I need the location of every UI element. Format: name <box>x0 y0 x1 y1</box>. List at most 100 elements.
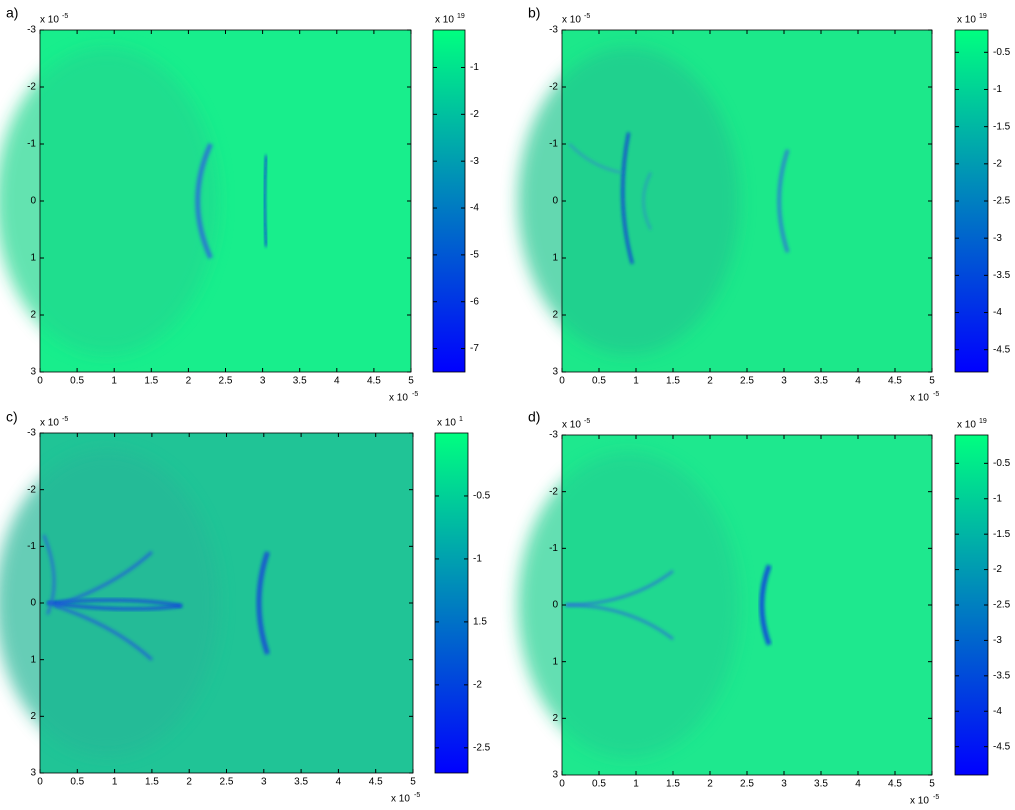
field-feature <box>54 604 153 661</box>
colorbar-tick-label: -2 <box>993 158 1002 169</box>
x-tick-label: 1.5 <box>145 777 159 788</box>
field-feature <box>565 603 674 640</box>
x-multiplier: x 10 <box>910 393 929 404</box>
colorbar <box>954 434 989 776</box>
y-tick-label: -3 <box>549 25 558 36</box>
x-tick-label: 1 <box>112 777 118 788</box>
x-multiplier-power: -5 <box>412 391 418 398</box>
x-multiplier-power: -5 <box>933 794 939 801</box>
x-tick-label: 4 <box>855 779 861 790</box>
y-tick-label: 1 <box>552 253 558 264</box>
colorbar-tick-label: -6 <box>470 296 479 307</box>
y-tick-label: -2 <box>549 82 558 93</box>
colorbar <box>434 432 469 774</box>
y-multiplier: x 10 <box>40 15 59 26</box>
y-tick-label: 3 <box>30 768 36 779</box>
colorbar-tick-label: -2.5 <box>993 600 1011 611</box>
y-tick-label: -2 <box>27 484 36 495</box>
field-feature <box>777 149 790 253</box>
colorbar-tick-label: -0.5 <box>993 47 1011 58</box>
colorbar-tick-label: -0.5 <box>993 458 1011 469</box>
x-tick-label: 2 <box>186 376 192 387</box>
x-tick-label: 2.5 <box>219 376 233 387</box>
field-shade <box>517 47 740 355</box>
colorbar-tick-label: -2 <box>470 109 479 120</box>
y-tick-label: 2 <box>552 310 558 321</box>
y-tick-label: 0 <box>30 598 36 609</box>
y-tick-label: 0 <box>552 196 558 207</box>
x-tick-label: 0 <box>559 779 565 790</box>
colorbar-tick-label: -1.5 <box>993 121 1011 132</box>
x-tick-label: 3.5 <box>294 777 308 788</box>
y-tick-label: -1 <box>549 543 558 554</box>
x-tick-label: 0.5 <box>70 777 84 788</box>
x-tick-label: 5 <box>410 777 416 788</box>
y-tick-label: 2 <box>30 310 36 321</box>
y-tick-label: -2 <box>549 486 558 497</box>
y-multiplier: x 10 <box>562 420 581 431</box>
x-tick-label: 4 <box>855 376 861 387</box>
x-tick-label: 5 <box>929 376 935 387</box>
y-multiplier-power: -5 <box>62 13 68 20</box>
x-tick-label: 2.5 <box>220 777 234 788</box>
panel-label: b) <box>528 5 540 21</box>
colorbar-tick-label: -3.5 <box>993 670 1011 681</box>
y-tick-label: -3 <box>549 430 558 441</box>
field-feature <box>47 601 182 611</box>
colorbar-multiplier: x 10 <box>957 420 976 431</box>
x-multiplier: x 10 <box>391 794 410 805</box>
y-tick-label: 1 <box>30 654 36 665</box>
x-tick-label: 1 <box>633 376 639 387</box>
colorbar-multiplier-power: 1 <box>459 416 463 423</box>
x-multiplier: x 10 <box>910 796 929 807</box>
colorbar-tick-label: -1 <box>473 554 482 565</box>
x-tick-label: 2 <box>707 376 713 387</box>
colorbar-tick-label: 1.5 <box>473 617 487 628</box>
colorbar-multiplier: x 10 <box>957 15 976 26</box>
x-tick-label: 5 <box>408 376 414 387</box>
y-multiplier-power: -5 <box>584 13 590 20</box>
y-tick-label: 2 <box>552 713 558 724</box>
colorbar-tick-label: -7 <box>470 343 479 354</box>
x-tick-label: 4.5 <box>369 777 383 788</box>
colorbar-tick-label: -2.5 <box>473 742 491 753</box>
y-tick-label: 2 <box>30 711 36 722</box>
x-tick-label: 0.5 <box>70 376 84 387</box>
y-tick-label: 1 <box>552 656 558 667</box>
x-tick-label: 3 <box>781 376 787 387</box>
x-tick-label: 3 <box>260 376 266 387</box>
colorbar-tick-label: -0.5 <box>473 491 491 502</box>
colorbar-tick-label: -3.5 <box>993 270 1011 281</box>
colorbar <box>954 29 989 373</box>
x-tick-label: 2 <box>707 779 713 790</box>
colorbar-tick-label: -3 <box>993 233 1002 244</box>
y-tick-label: 1 <box>30 253 36 264</box>
field-feature <box>54 550 153 608</box>
x-tick-label: 4.5 <box>367 376 381 387</box>
field-feature <box>568 143 622 174</box>
field-feature <box>263 155 268 247</box>
x-tick-label: 3 <box>261 777 267 788</box>
x-tick-label: 4 <box>334 376 340 387</box>
colorbar-tick-label: -5 <box>470 250 479 261</box>
y-tick-label: -3 <box>27 25 36 36</box>
y-multiplier: x 10 <box>40 418 59 429</box>
y-tick-label: 3 <box>552 770 558 781</box>
y-tick-label: 0 <box>552 600 558 611</box>
y-tick-label: -1 <box>27 139 36 150</box>
colorbar-tick-label: -3 <box>470 156 479 167</box>
colorbar <box>432 29 466 373</box>
x-multiplier-power: -5 <box>933 391 939 398</box>
colorbar-tick-label: -1 <box>993 493 1002 504</box>
x-tick-label: 4 <box>336 777 342 788</box>
colorbar-tick-label: -4 <box>993 307 1002 318</box>
x-multiplier-power: -5 <box>414 792 420 799</box>
x-tick-label: 2.5 <box>740 779 754 790</box>
y-multiplier-power: -5 <box>62 416 68 423</box>
field-feature <box>642 172 652 230</box>
field-shade <box>0 47 219 355</box>
